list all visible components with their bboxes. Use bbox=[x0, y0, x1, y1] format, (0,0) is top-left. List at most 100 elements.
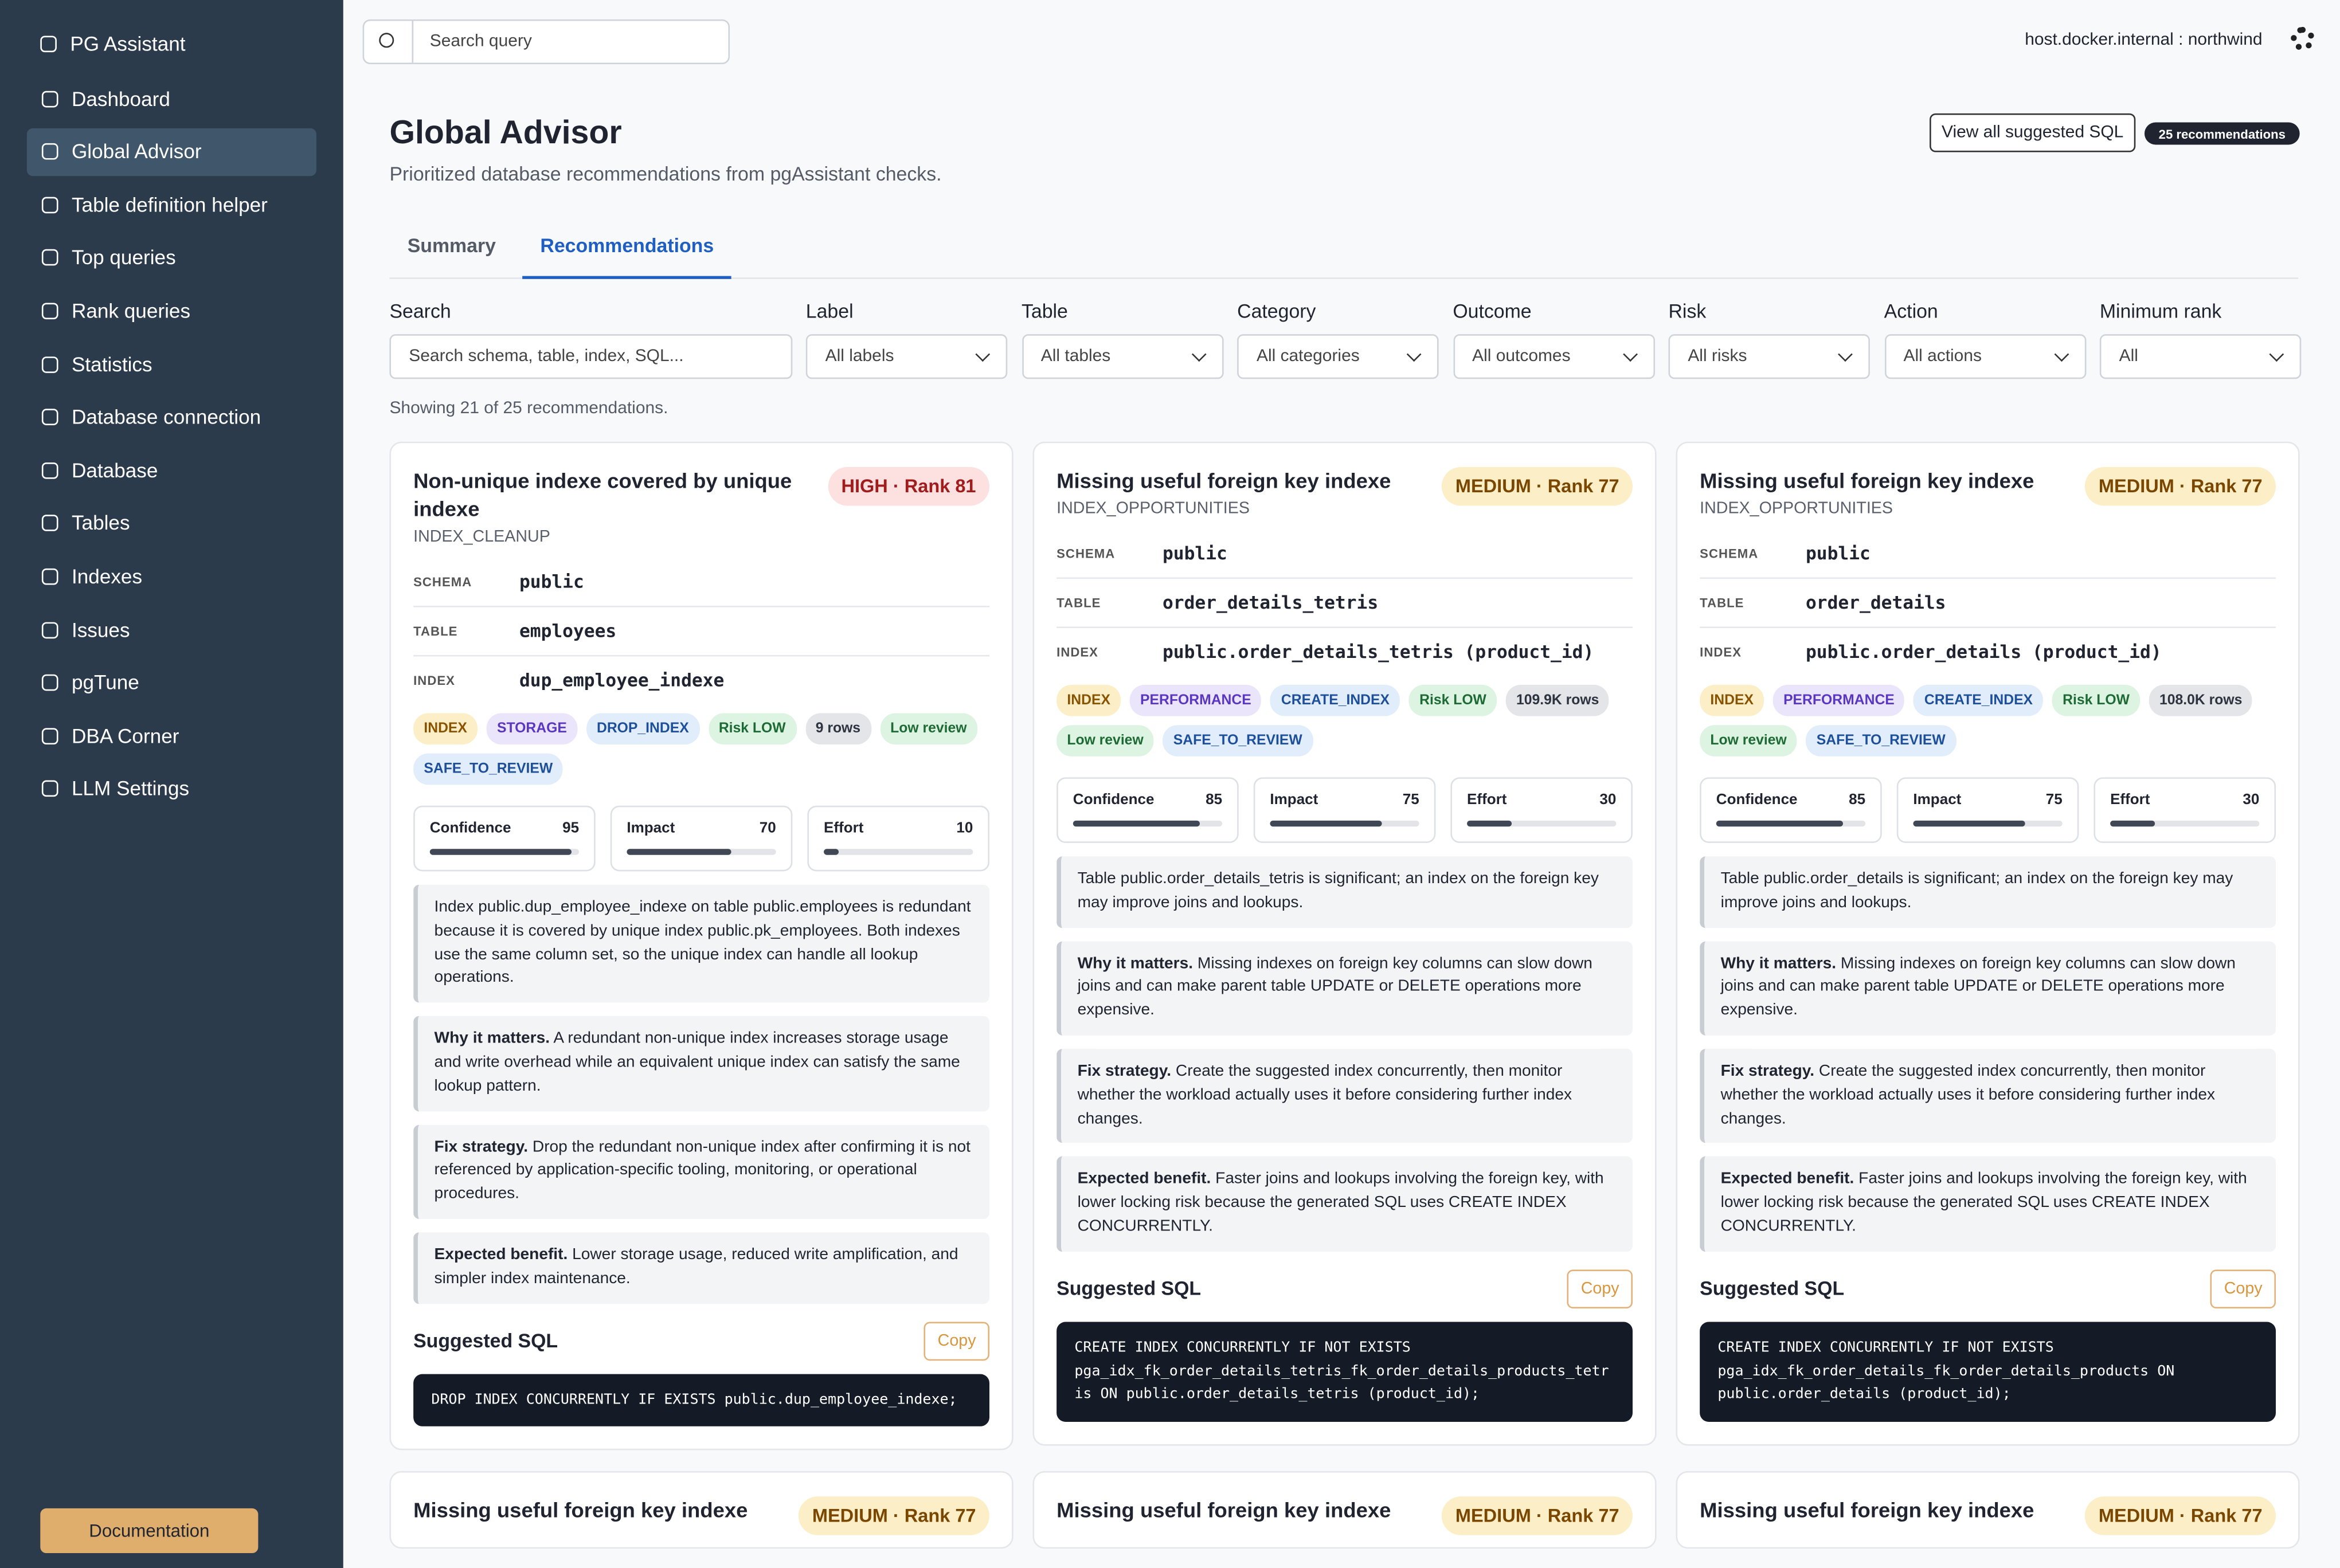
filter-select[interactable]: All bbox=[2099, 334, 2302, 379]
recommendation-card: Missing useful foreign key indexe MEDIUM … bbox=[1032, 441, 1657, 1447]
nav-icon bbox=[41, 143, 58, 160]
nav-icon bbox=[41, 674, 58, 691]
score-value: 85 bbox=[1849, 792, 1866, 809]
field-list: SCHEMA public TABLE order_details INDEX publi… bbox=[1700, 530, 2276, 676]
detail-section: Fix strategy. Drop the redundant non-uni… bbox=[413, 1124, 989, 1219]
nav-item[interactable]: pgTune bbox=[27, 659, 316, 707]
filter-select[interactable]: All labels bbox=[805, 334, 1008, 379]
score-value: 30 bbox=[2243, 792, 2260, 809]
field-row: TABLE employees bbox=[413, 607, 989, 657]
field-value: public bbox=[1162, 543, 1227, 565]
documentation-button[interactable]: Documentation bbox=[40, 1508, 259, 1554]
nav-item[interactable]: Indexes bbox=[27, 552, 316, 600]
filter-select[interactable]: All outcomes bbox=[1453, 334, 1654, 379]
score-box: Impact 70 bbox=[610, 805, 793, 872]
sql-code: CREATE INDEX CONCURRENTLY IF NOT EXISTS … bbox=[1056, 1321, 1633, 1422]
search-icon bbox=[364, 21, 414, 63]
sql-header: Suggested SQL Copy bbox=[1056, 1269, 1633, 1308]
tag: 109.9K rows bbox=[1505, 684, 1610, 716]
tab[interactable]: Recommendations bbox=[522, 234, 732, 279]
connection-label: host.docker.internal : northwind bbox=[2025, 31, 2263, 49]
query-search[interactable]: Search query bbox=[362, 19, 730, 64]
score-bar bbox=[1716, 820, 1844, 827]
filter-select[interactable]: All tables bbox=[1021, 334, 1223, 379]
copy-button[interactable]: Copy bbox=[1567, 1269, 1633, 1308]
nav-item[interactable]: Table definition helper bbox=[27, 181, 316, 228]
recommendation-card: Missing useful foreign key indexe MEDIUM … bbox=[389, 1471, 1014, 1550]
nav-item[interactable]: Rank queries bbox=[27, 287, 316, 335]
section-heading: Why it matters. bbox=[434, 1029, 550, 1048]
nav-item[interactable]: Tables bbox=[27, 500, 316, 547]
view-all-sql-button[interactable]: View all suggested SQL bbox=[1930, 113, 2136, 152]
recommendation-card: Missing useful foreign key indexe MEDIUM … bbox=[1032, 1471, 1657, 1550]
nav-label: Database bbox=[71, 459, 158, 482]
recommendation-card: Non-unique indexe covered by unique inde… bbox=[389, 441, 1014, 1451]
card-category: INDEX_OPPORTUNITIES bbox=[1700, 500, 1893, 518]
score-name: Confidence bbox=[1716, 792, 1798, 809]
copy-button[interactable]: Copy bbox=[2210, 1269, 2276, 1308]
chevron bbox=[1406, 347, 1422, 362]
detail-section: Expected benefit. Lower storage usage, r… bbox=[413, 1232, 989, 1304]
copy-button[interactable]: Copy bbox=[924, 1321, 989, 1361]
nav-item[interactable]: Dashboard bbox=[27, 75, 316, 122]
sql-heading: Suggested SQL bbox=[1700, 1277, 1845, 1300]
tag-list: INDEX STORAGE DROP_INDEX Risk LOW 9 rows Low … bbox=[413, 713, 989, 785]
field-value: employees bbox=[519, 620, 617, 642]
description: Index public.dup_employee_indexe on tabl… bbox=[413, 884, 989, 1003]
filter-select[interactable]: All actions bbox=[1884, 334, 2086, 379]
nav-icon bbox=[41, 196, 58, 213]
filter-select[interactable]: All categories bbox=[1237, 334, 1439, 379]
filter-select[interactable]: All risks bbox=[1668, 334, 1870, 379]
filter-label: Search bbox=[389, 300, 451, 323]
tab[interactable]: Summary bbox=[407, 234, 496, 257]
nav-item[interactable]: Global Advisor bbox=[26, 127, 316, 176]
score-bar bbox=[1270, 820, 1382, 827]
nav-item[interactable]: Top queries bbox=[27, 234, 316, 281]
nav-item[interactable]: Statistics bbox=[27, 340, 316, 388]
filter-label: Category bbox=[1237, 300, 1316, 323]
nav-item[interactable]: Issues bbox=[27, 606, 316, 653]
nav-label: Dashboard bbox=[71, 87, 170, 110]
tag: Risk LOW bbox=[708, 713, 796, 745]
field-key: INDEX bbox=[1700, 644, 1742, 660]
score-value: 30 bbox=[1599, 792, 1617, 809]
score-value: 85 bbox=[1206, 792, 1223, 809]
score-track bbox=[2110, 820, 2260, 827]
settings-icon[interactable] bbox=[2291, 26, 2315, 51]
field-value: dup_employee_indexe bbox=[519, 669, 725, 691]
priority-badge: MEDIUM · Rank 77 bbox=[2085, 467, 2276, 506]
field-row: TABLE order_details bbox=[1700, 579, 2276, 628]
score-value: 70 bbox=[759, 820, 776, 837]
nav-label: Issues bbox=[71, 618, 130, 641]
page-title: Global Advisor bbox=[389, 113, 622, 151]
score-bar bbox=[1073, 820, 1200, 827]
filter-label: Outcome bbox=[1453, 300, 1532, 323]
section-heading: Expected benefit. bbox=[1720, 1170, 1854, 1189]
tag: PERFORMANCE bbox=[1129, 684, 1262, 716]
field-value: public bbox=[1805, 543, 1871, 565]
tag: PERFORMANCE bbox=[1772, 684, 1905, 716]
score-name: Confidence bbox=[1073, 792, 1155, 809]
nav-item[interactable]: Database connection bbox=[27, 393, 316, 441]
section-heading: Fix strategy. bbox=[1720, 1062, 1815, 1080]
nav-icon bbox=[41, 727, 58, 744]
card-title: Non-unique indexe covered by unique inde… bbox=[413, 468, 792, 521]
detail-section: Expected benefit. Faster joins and looku… bbox=[1700, 1157, 2276, 1252]
chevron bbox=[2053, 347, 2069, 362]
nav-item[interactable]: Database bbox=[27, 446, 316, 494]
filter-label: Table bbox=[1021, 300, 1068, 323]
filter-search[interactable]: Search schema, table, index, SQL... bbox=[389, 334, 793, 379]
nav-item[interactable]: DBA Corner bbox=[27, 712, 316, 759]
sidebar: PG Assistant Dashboard Global Advisor Table… bbox=[0, 0, 343, 1568]
sql-heading: Suggested SQL bbox=[1056, 1277, 1202, 1300]
score-name: Effort bbox=[2110, 792, 2150, 809]
filter-label: Label bbox=[805, 300, 854, 323]
field-list: SCHEMA public TABLE employees INDEX dup_emplo… bbox=[413, 558, 989, 704]
chevron bbox=[975, 347, 991, 362]
tag: Low review bbox=[1056, 725, 1154, 756]
tab-divider bbox=[389, 277, 2299, 279]
tag: Low review bbox=[1700, 725, 1797, 756]
nav-item[interactable]: LLM Settings bbox=[27, 765, 316, 813]
